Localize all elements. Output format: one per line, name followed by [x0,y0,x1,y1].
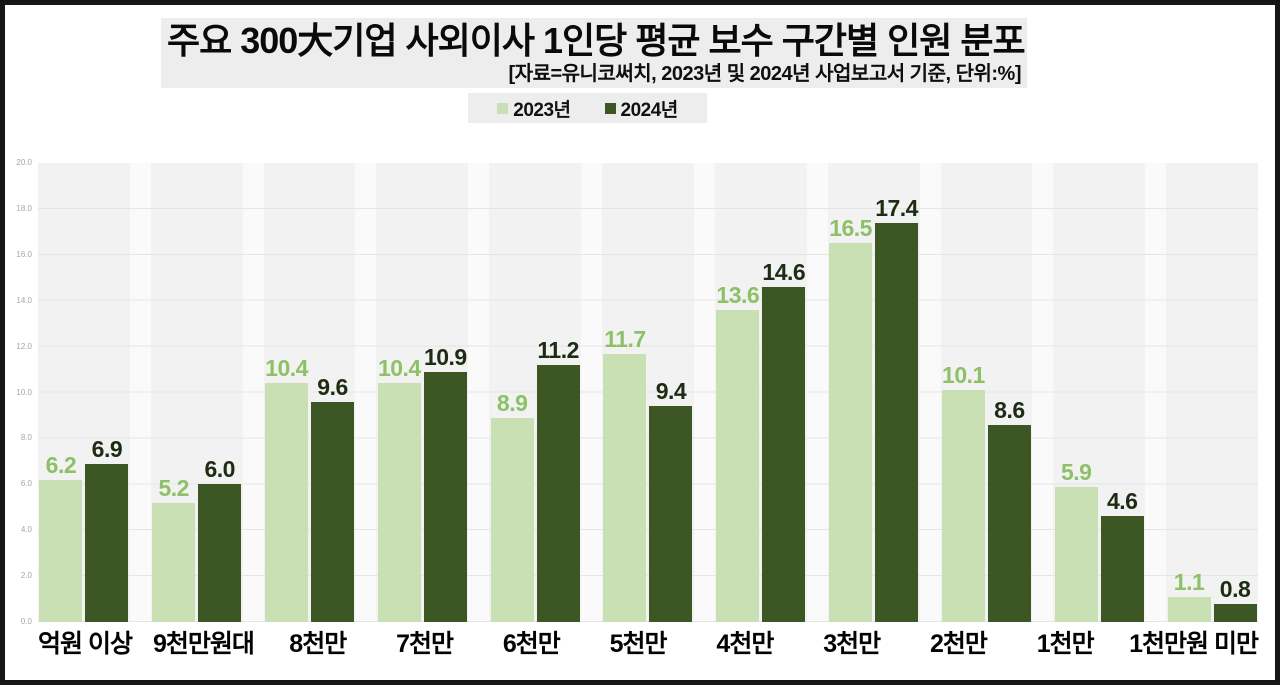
x-axis-label: 7천만 [396,630,454,658]
y-tick-label: 16.0 [16,249,32,259]
bar-group-5: 8.9 11.2 [489,163,581,622]
legend-label-2024: 2024년 [620,99,679,121]
bar-value-label-2023년: 1.1 [1173,568,1205,595]
bar-2024년: 14.6 [762,260,806,622]
bar-value-label-2023년: 10.1 [942,362,985,389]
bar-value-label-2023년: 5.9 [1060,458,1092,485]
title-block: 주요 300大기업 사외이사 1인당 평균 보수 구간별 인원 분포 [자료=유… [161,18,1027,88]
bar-2023년: 1.1 [1167,570,1211,622]
legend-item-2023: 2023년 [497,95,571,122]
bar-2023년: 16.5 [829,216,872,622]
y-tick-label: 0.0 [20,617,32,626]
x-axis-label: 1천만원 미만 [1129,630,1259,658]
bar-2023년: 13.6 [716,283,760,622]
legend-swatch-2023-icon [497,102,509,114]
bar-value-label-2024년: 9.4 [655,378,687,405]
y-axis: 0.0 2.0 4.0 6.0 8.0 10.0 12.0 14.0 16.0 18.0 20.0 [5,159,35,626]
chart-legend: 2023년 2024년 [468,93,707,123]
bar-value-label-2024년: 9.6 [317,373,348,400]
x-axis-label: 1천만 [1036,630,1095,658]
page-subtitle: [자료=유니코써치, 2023년 및 2024년 사업보고서 기준, 단위:%] [508,63,1022,85]
x-axis-label: 9천만원대 [152,630,255,658]
y-tick-label: 18.0 [16,203,32,213]
x-axis-label: 억원 이상 [38,630,133,658]
bar-value-label-2023년: 10.4 [265,355,308,382]
legend-label-2023: 2023년 [513,99,571,121]
page-title: 주요 300大기업 사외이사 1인당 평균 보수 구간별 인원 분포 [167,20,1026,61]
bar-2023년: 10.1 [941,363,985,622]
bar-2024년: 8.6 [987,398,1031,622]
x-axis-label: 3천만 [823,630,881,658]
bar-value-label-2024년: 14.6 [762,258,806,285]
bar-group-1: 6.2 6.9 [38,163,130,622]
y-tick-label: 10.0 [16,387,32,397]
x-axis-label: 8천만 [289,630,347,658]
bar-value-label-2024년: 11.2 [537,336,579,363]
y-tick-label: 8.0 [20,433,32,443]
bar-2023년: 5.9 [1054,460,1098,622]
bar-value-label-2023년: 5.2 [158,474,189,501]
bar-value-label-2024년: 4.6 [1106,488,1138,515]
bar-group-7: 13.6 14.6 [715,163,807,622]
plot-area: 6.2 6.9 5.2 6.0 10.4 9.6 10.4 10.9 8.9 11.2 11.7 9.… [38,163,1258,622]
bar-group-10: 5.9 4.6 [1053,163,1145,622]
bar-2024년: 11.2 [536,338,580,622]
bar-2024년: 10.9 [423,345,467,622]
bar-2024년: 17.4 [875,196,918,622]
bar-group-11: 1.1 0.8 [1166,163,1258,622]
y-tick-label: 2.0 [20,571,32,581]
x-axis-label: 4천만 [716,630,774,658]
bar-2024년: 9.6 [311,375,355,622]
y-tick-label: 12.0 [16,341,32,351]
bar-value-label-2024년: 8.6 [994,396,1025,423]
x-axis-labels: 억원 이상 9천만원대 8천만 7천만 6천만 5천만 4천만 3천만 2천만 1천만 1천만원 미… [38,628,1259,664]
bar-value-label-2023년: 6.2 [45,451,77,478]
bars-layer: 6.2 6.9 5.2 6.0 10.4 9.6 10.4 10.9 8.9 11.2 11.7 9.… [38,163,1258,622]
bar-2023년: 10.4 [265,356,308,622]
bar-value-label-2023년: 11.7 [604,325,646,352]
bar-2023년: 10.4 [377,356,421,622]
bar-group-8: 16.5 17.4 [828,163,920,622]
bar-2024년: 6.9 [85,437,129,622]
bar-group-4: 10.4 10.9 [376,163,468,622]
y-tick-label: 20.0 [16,158,32,167]
bar-group-9: 10.1 8.6 [941,163,1033,622]
bar-2024년: 6.0 [198,457,242,622]
bar-2023년: 8.9 [490,391,534,622]
bar-2023년: 11.7 [603,327,647,622]
bar-2023년: 5.2 [152,476,196,622]
x-axis-label: 2천만 [929,630,988,658]
y-tick-label: 6.0 [20,479,32,489]
x-axis-label: 5천만 [609,630,668,658]
bar-value-label-2023년: 13.6 [716,281,760,308]
bar-value-label-2023년: 16.5 [829,215,872,242]
bar-value-label-2024년: 0.8 [1219,575,1251,602]
bar-2024년: 9.4 [649,379,693,622]
bar-value-label-2024년: 10.9 [423,343,467,370]
bar-value-label-2024년: 6.9 [91,435,123,462]
bar-group-3: 10.4 9.6 [264,163,356,622]
bar-value-label-2024년: 17.4 [875,194,918,221]
x-axis-label: 6천만 [502,630,561,658]
bar-group-2: 5.2 6.0 [151,163,243,622]
bar-2023년: 6.2 [39,453,83,622]
bar-2024년: 4.6 [1100,489,1144,622]
legend-swatch-2024-icon [604,102,616,114]
legend-item-2024: 2024년 [604,95,679,122]
y-tick-label: 4.0 [20,525,32,535]
y-tick-label: 14.0 [16,295,32,305]
bar-group-6: 11.7 9.4 [602,163,694,622]
bar-value-label-2023년: 10.4 [377,355,421,382]
bar-value-label-2023년: 8.9 [496,389,528,416]
bar-2024년: 0.8 [1213,577,1257,622]
bar-value-label-2024년: 6.0 [204,456,235,483]
